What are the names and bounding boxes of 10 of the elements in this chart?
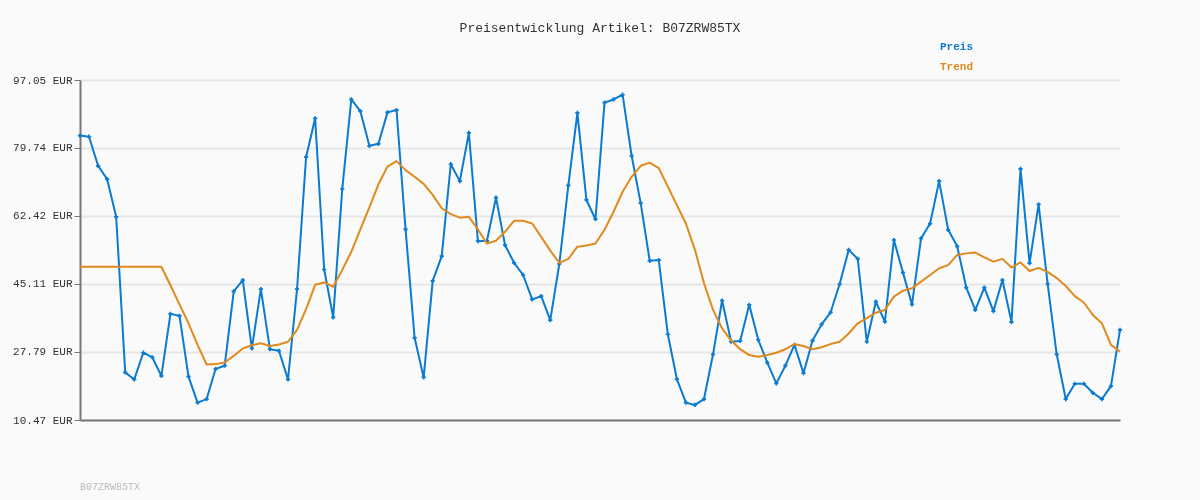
y-tick-label: 10.47 EUR bbox=[13, 414, 73, 427]
chart-title: Preisentwicklung Artikel: B07ZRW85TX bbox=[459, 21, 741, 36]
y-tick-label: 62.42 EUR bbox=[13, 210, 73, 223]
y-tick-label: 79.74 EUR bbox=[13, 142, 73, 155]
y-tick-label: 97.05 EUR bbox=[13, 74, 73, 87]
text: Preis bbox=[940, 41, 974, 53]
y-tick-label: 45.11 EUR bbox=[13, 278, 73, 291]
text: Trend bbox=[940, 61, 974, 73]
text: B07ZRW85TX bbox=[80, 482, 141, 493]
y-tick-label: 27.79 EUR bbox=[13, 346, 73, 359]
